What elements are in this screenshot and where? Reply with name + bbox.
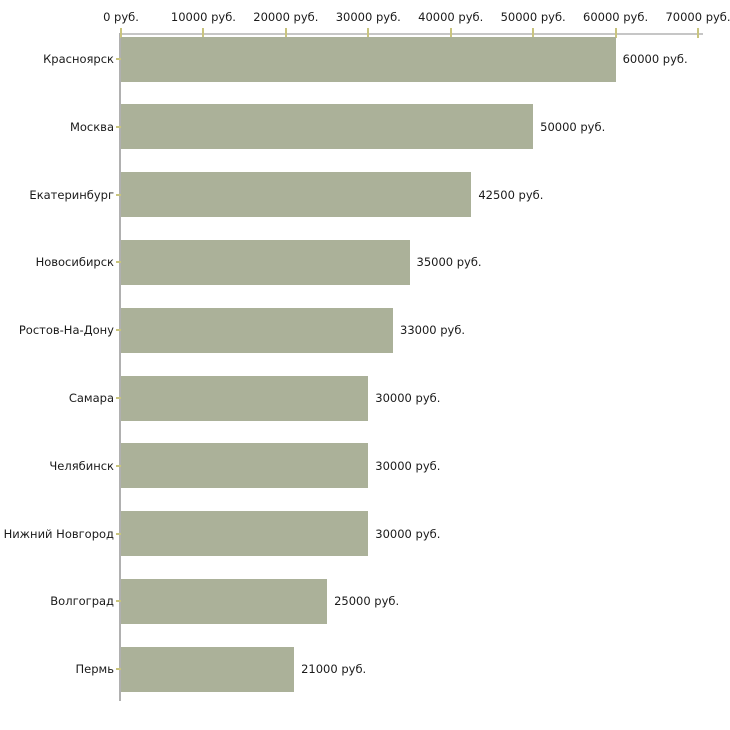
x-tick-label: 60000 руб.: [583, 10, 649, 24]
category-label: Москва: [69, 119, 114, 134]
bar: [121, 36, 616, 82]
x-tick-mark: [449, 28, 452, 38]
bar-value-label: 60000 руб.: [622, 52, 688, 66]
category-label: Ростов-На-Дону: [18, 323, 114, 338]
category-label: Волгоград: [50, 594, 114, 609]
y-tick-mark: [116, 600, 121, 603]
bar-value-label: 35000 руб.: [416, 255, 482, 270]
bar: [121, 172, 472, 218]
y-tick-mark: [116, 397, 121, 399]
x-tick-mark: [697, 28, 699, 38]
bar-value-label: 30000 руб.: [375, 526, 441, 541]
bar: [121, 307, 393, 353]
x-tick-mark: [614, 28, 617, 38]
bar: [121, 511, 369, 557]
x-tick-mark: [284, 28, 287, 38]
y-tick-mark: [116, 193, 121, 196]
x-axis-line: [119, 33, 703, 35]
category-label: Пермь: [75, 662, 114, 677]
x-tick-label: 0 руб.: [103, 10, 139, 24]
bar-value-label: 30000 руб.: [375, 391, 441, 405]
y-tick-mark: [116, 668, 121, 671]
bar: [121, 239, 410, 285]
y-tick-mark: [116, 125, 121, 128]
x-tick-label: 40000 руб.: [418, 10, 484, 24]
category-label: Красноярск: [43, 52, 114, 66]
y-axis-line: [119, 33, 121, 701]
x-tick-mark: [120, 28, 122, 38]
category-label: Самара: [68, 391, 114, 405]
x-tick-mark: [367, 28, 370, 38]
x-tick-label: 10000 руб.: [170, 10, 236, 24]
bar-value-label: 50000 руб.: [540, 119, 606, 134]
bar: [121, 104, 534, 150]
category-label: Челябинск: [49, 458, 114, 473]
plot-area: 60000 руб. 50000 руб. 42500 руб. 35000 руб.…: [116, 28, 702, 700]
bar-value-label: 25000 руб.: [334, 594, 400, 609]
bar-value-label: 30000 руб.: [375, 458, 441, 473]
bar: [121, 443, 369, 489]
category-label: Екатеринбург: [29, 187, 114, 202]
y-tick-mark: [116, 532, 121, 535]
y-tick-mark: [116, 261, 121, 264]
x-tick-mark: [202, 28, 205, 38]
bar: [121, 375, 369, 421]
category-label: Новосибирск: [35, 255, 114, 270]
y-tick-mark: [116, 464, 121, 467]
x-tick-label: 30000 руб.: [335, 10, 401, 24]
x-tick-label: 70000 руб.: [665, 10, 730, 24]
category-label: Нижний Новгород: [3, 526, 114, 541]
bar-value-label: 42500 руб.: [478, 187, 544, 202]
y-tick-mark: [116, 58, 121, 60]
x-tick-label: 20000 руб.: [253, 10, 319, 24]
bar: [121, 578, 328, 624]
bar: [121, 646, 295, 692]
bar-value-label: 33000 руб.: [400, 323, 466, 338]
y-tick-mark: [116, 329, 121, 332]
bar-value-label: 21000 руб.: [301, 662, 367, 677]
x-tick-label: 50000 руб.: [500, 10, 566, 24]
x-tick-mark: [532, 28, 535, 38]
